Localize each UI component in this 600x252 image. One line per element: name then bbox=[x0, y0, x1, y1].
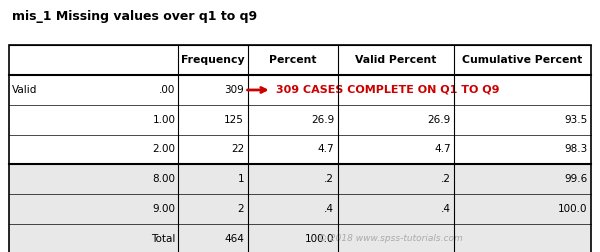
Text: 1: 1 bbox=[238, 174, 244, 184]
Text: .2: .2 bbox=[324, 174, 334, 184]
Text: .4: .4 bbox=[324, 204, 334, 214]
Text: 125: 125 bbox=[224, 115, 244, 125]
Text: 8.00: 8.00 bbox=[152, 174, 175, 184]
Text: 2: 2 bbox=[238, 204, 244, 214]
Text: 98.3: 98.3 bbox=[564, 144, 587, 154]
Text: 100.0: 100.0 bbox=[558, 204, 587, 214]
Text: Valid: Valid bbox=[12, 85, 37, 95]
Text: 99.6: 99.6 bbox=[564, 174, 587, 184]
Text: 309 CASES COMPLETE ON Q1 TO Q9: 309 CASES COMPLETE ON Q1 TO Q9 bbox=[277, 85, 500, 95]
Text: Total: Total bbox=[151, 234, 175, 244]
Text: 93.5: 93.5 bbox=[564, 115, 587, 125]
Text: .2: .2 bbox=[440, 174, 451, 184]
Text: 2.00: 2.00 bbox=[152, 144, 175, 154]
Text: 100.0: 100.0 bbox=[305, 234, 334, 244]
Text: 26.9: 26.9 bbox=[311, 115, 334, 125]
Text: 22: 22 bbox=[231, 144, 244, 154]
Text: 9.00: 9.00 bbox=[152, 204, 175, 214]
Text: Frequency: Frequency bbox=[181, 55, 245, 65]
Text: Cumulative Percent: Cumulative Percent bbox=[463, 55, 583, 65]
Text: mis_1 Missing values over q1 to q9: mis_1 Missing values over q1 to q9 bbox=[12, 10, 257, 23]
Text: 26.9: 26.9 bbox=[427, 115, 451, 125]
Text: 4.7: 4.7 bbox=[317, 144, 334, 154]
Text: 309: 309 bbox=[224, 85, 244, 95]
Text: .00: .00 bbox=[159, 85, 175, 95]
Text: Valid Percent: Valid Percent bbox=[355, 55, 437, 65]
Text: 1.00: 1.00 bbox=[152, 115, 175, 125]
Text: .4: .4 bbox=[440, 204, 451, 214]
Text: © 2018 www.spss-tutorials.com: © 2018 www.spss-tutorials.com bbox=[317, 234, 463, 243]
Text: 464: 464 bbox=[224, 234, 244, 244]
Text: Percent: Percent bbox=[269, 55, 316, 65]
Text: 4.7: 4.7 bbox=[434, 144, 451, 154]
